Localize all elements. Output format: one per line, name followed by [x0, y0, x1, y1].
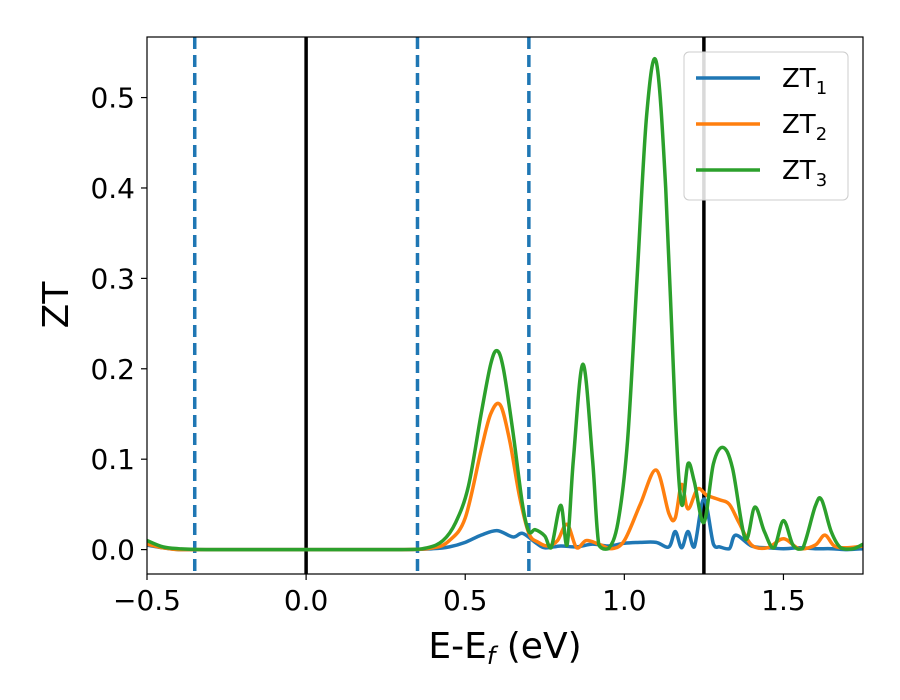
y-tick-label: 0.0: [90, 534, 135, 567]
x-axis-label-unit: (eV): [495, 626, 581, 667]
legend-label-main: ZT: [782, 64, 816, 94]
legend-label-subscript: 2: [816, 124, 827, 145]
legend-label-3: ZT3: [782, 156, 827, 191]
y-tick-label: 0.2: [90, 353, 135, 386]
y-tick-label: 0.5: [90, 82, 135, 115]
series-line-2: [147, 401, 863, 552]
y-axis-ticks: 0.0 0.1 0.2 0.3 0.4 0.5: [90, 82, 147, 567]
legend-label-2: ZT2: [782, 110, 827, 145]
x-axis-label: E-Ef (eV): [428, 626, 581, 670]
x-axis-ticks: −0.5 0.0 0.5 1.0 1.5: [113, 574, 806, 617]
y-tick-label: 0.4: [90, 172, 135, 205]
y-axis-label: ZT: [36, 281, 77, 329]
x-tick-label: 1.5: [761, 584, 806, 617]
x-tick-label: −0.5: [113, 584, 181, 617]
x-tick-label: 1.0: [602, 584, 647, 617]
legend-label-1: ZT1: [782, 64, 827, 99]
plot-frame: [146, 36, 864, 575]
legend-label-subscript: 3: [816, 170, 827, 191]
series-lines: [147, 57, 863, 552]
series-line-3: [147, 57, 863, 552]
x-axis-label-main: E-E: [428, 626, 486, 667]
legend-box: [683, 51, 849, 201]
legend-label-main: ZT: [782, 110, 816, 140]
x-tick-label: 0.5: [443, 584, 488, 617]
legend-label-subscript: 1: [816, 78, 827, 99]
x-tick-label: 0.0: [284, 584, 329, 617]
y-tick-label: 0.3: [90, 262, 135, 295]
legend-label-main: ZT: [782, 156, 816, 186]
y-tick-label: 0.1: [90, 443, 135, 476]
